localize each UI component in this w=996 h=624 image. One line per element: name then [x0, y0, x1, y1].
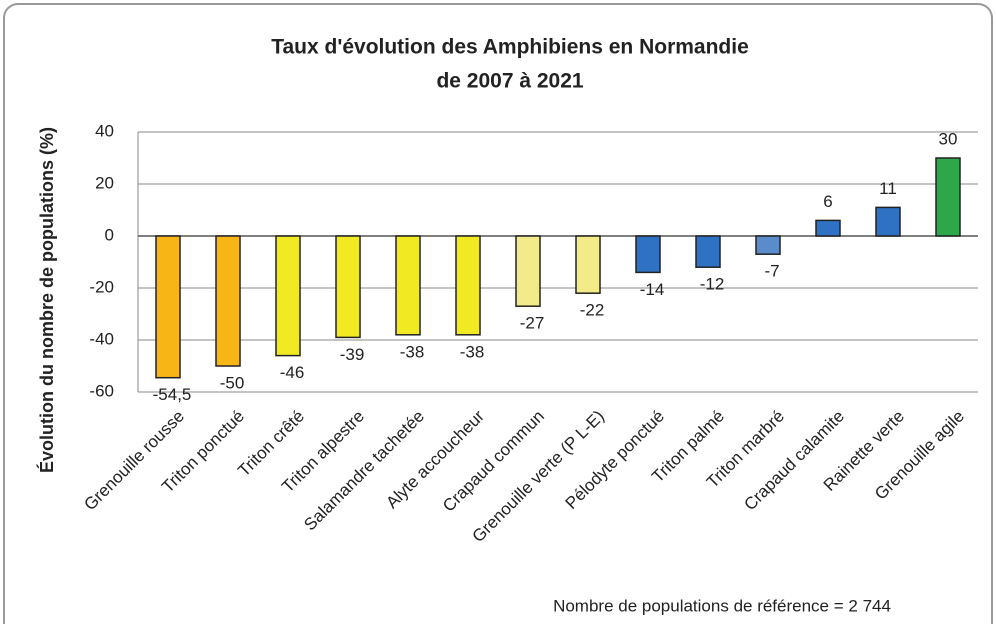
chart-title: Taux d'évolution des Amphibiens en Norma…: [271, 36, 749, 59]
value-label: -38: [460, 342, 485, 361]
bar: [455, 235, 481, 336]
bar: [395, 235, 421, 336]
value-label: -38: [400, 342, 425, 361]
value-label: -54,5: [153, 385, 192, 404]
bar: [755, 235, 781, 255]
y-tick-label: -60: [89, 381, 114, 400]
y-axis-label: Évolution du nombre de populations (%): [36, 127, 57, 473]
y-tick-label: 40: [95, 121, 114, 140]
bar: [275, 235, 301, 357]
chart-subtitle: de 2007 à 2021: [436, 70, 583, 93]
bar: [575, 235, 601, 294]
value-label: -46: [280, 363, 305, 382]
bar: [155, 235, 181, 379]
value-label: 6: [823, 192, 832, 211]
y-tick-label: 0: [105, 225, 114, 244]
bar: [515, 235, 541, 307]
value-label: -50: [220, 373, 245, 392]
bar: [635, 235, 661, 274]
chart-frame: [3, 3, 993, 624]
value-label: -14: [640, 280, 665, 299]
value-label: -39: [340, 345, 365, 364]
y-tick-label: -20: [89, 277, 114, 296]
value-label: -7: [764, 262, 779, 281]
value-label: -22: [580, 301, 605, 320]
value-label: 30: [939, 129, 958, 148]
value-label: -27: [520, 314, 545, 333]
y-tick-label: 20: [95, 173, 114, 192]
bar: [695, 235, 721, 268]
note: Nombre de populations de référence = 2 7…: [553, 596, 891, 615]
y-tick-label: -40: [89, 329, 114, 348]
bar: [335, 235, 361, 339]
bar: [215, 235, 241, 367]
bar: [935, 157, 961, 237]
bar: [815, 219, 841, 237]
value-label: 11: [879, 179, 897, 198]
bar: [875, 206, 901, 237]
value-label: -12: [700, 275, 725, 294]
